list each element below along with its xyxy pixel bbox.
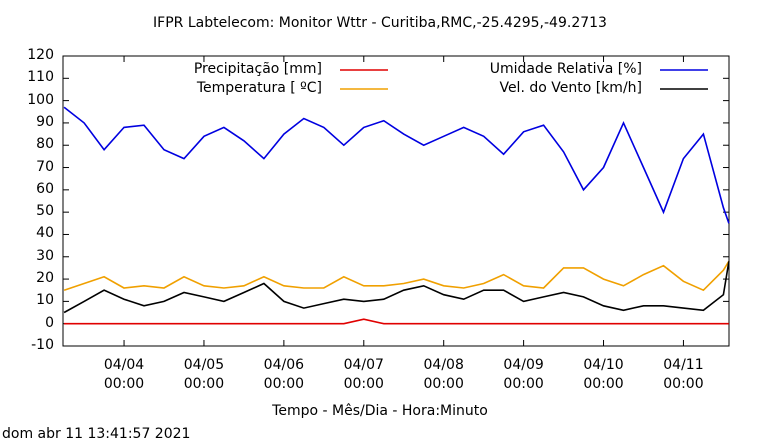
- y-tick-label: -10: [31, 337, 54, 353]
- y-tick-label: 80: [36, 136, 54, 153]
- y-tick-label: 10: [36, 292, 54, 309]
- y-tick-label: 70: [36, 158, 54, 175]
- plot-frame: [62, 55, 730, 347]
- legend-label: Vel. do Vento [km/h]: [499, 80, 642, 96]
- x-tick-label: 04/08 00:00: [423, 357, 464, 392]
- series-line: [63, 260, 730, 292]
- x-tick-label: 04/10 00:00: [583, 357, 624, 392]
- x-axis-label: Tempo - Mês/Dia - Hora:Minuto: [272, 403, 488, 419]
- x-tick-label: 04/04 00:00: [103, 357, 145, 392]
- y-tick-label: 90: [36, 113, 54, 130]
- series-line: [63, 261, 730, 314]
- y-tick-label: 50: [36, 203, 54, 220]
- chart-title: IFPR Labtelecom: Monitor Wttr - Curitiba…: [153, 15, 607, 31]
- x-tick-label: 04/09 00:00: [503, 357, 544, 392]
- legend-label: Precipitação [mm]: [193, 61, 322, 77]
- y-tick-label: 0: [45, 314, 54, 331]
- series-line: [63, 106, 730, 224]
- x-tick-label: 04/07 00:00: [343, 357, 384, 392]
- y-tick-label: 110: [27, 69, 54, 86]
- x-tick-label: 04/05 00:00: [183, 357, 225, 392]
- y-tick-label: 60: [36, 180, 54, 197]
- y-tick-label: 30: [36, 247, 54, 264]
- x-tick-label: 04/06 00:00: [263, 357, 305, 392]
- series-line: [64, 318, 729, 325]
- legend-label: Temperatura [ ºC]: [196, 80, 322, 96]
- y-tick-label: 100: [27, 91, 54, 108]
- timestamp: dom abr 11 13:41:57 2021: [2, 426, 191, 442]
- legend-label: Umidade Relativa [%]: [489, 61, 642, 77]
- y-tick-label: 20: [36, 270, 54, 287]
- x-tick-label: 04/11 00:00: [663, 357, 704, 392]
- y-tick-label: 120: [27, 47, 54, 63]
- y-tick-label: 40: [36, 225, 54, 242]
